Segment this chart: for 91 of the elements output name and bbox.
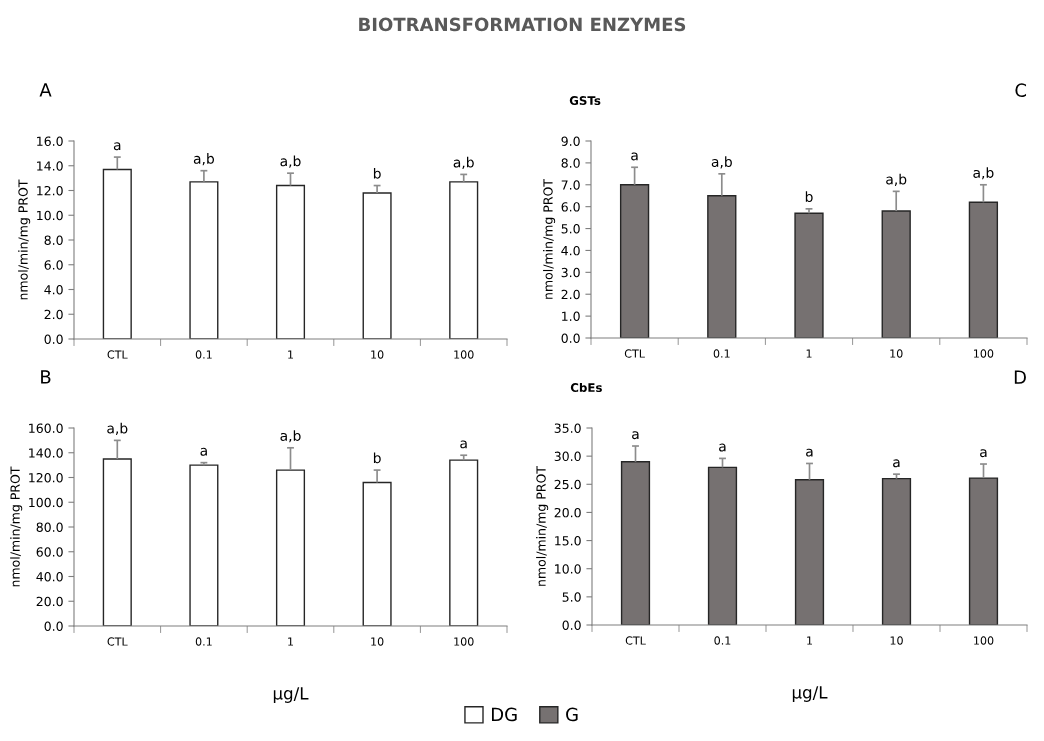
x-tick-label: 1	[288, 350, 294, 359]
y-axis-title: nmol/min/mg PROT	[543, 178, 556, 299]
y-tick-label: 8.0	[44, 235, 63, 245]
y-tick-label: 20.0	[36, 596, 63, 607]
x-tick-label: CTL	[107, 637, 128, 646]
y-tick-label: 5.0	[562, 592, 581, 602]
x-tick-label: 10	[371, 637, 384, 646]
annotation: b	[373, 452, 381, 464]
annotation: b	[805, 191, 813, 202]
x-tick-label: 0.1	[195, 350, 212, 359]
chart-title: GSTs	[569, 96, 601, 106]
text: B	[41, 370, 51, 384]
y-tick-label: 1.0	[562, 311, 580, 322]
y-tick-label: 80.0	[36, 522, 63, 532]
y-tick-label: 2.0	[561, 289, 580, 300]
text: BIOTRANSFORMATION ENZYMES	[359, 17, 686, 32]
y-tick-label: 5.0	[561, 224, 580, 234]
y-tick-label: 140.0	[29, 448, 63, 458]
annotation: a	[893, 459, 900, 468]
y-tick-label: 0.0	[561, 333, 580, 343]
y-tick-label: 160.0	[29, 423, 63, 433]
x-tick-label: 100	[974, 349, 994, 358]
y-tick-label: 10.0	[37, 210, 63, 221]
y-tick-label: 8.0	[561, 158, 580, 168]
y-tick-label: 16.0	[37, 136, 63, 146]
annotation: a	[719, 443, 726, 452]
x-tick-label: 1	[288, 637, 294, 646]
y-tick-label: 6.0	[561, 202, 580, 212]
text: A	[39, 83, 52, 97]
annotation: a,b	[193, 153, 215, 166]
annotation: a,b	[280, 155, 301, 168]
x-tick-label: 0.1	[195, 637, 212, 646]
x-tick-label: 100	[454, 637, 474, 646]
text: C	[1015, 83, 1027, 97]
annotation: a	[460, 440, 467, 449]
y-tick-label: 0.0	[44, 334, 63, 344]
x-tick-label: 10	[371, 350, 384, 359]
annotation: a,b	[973, 167, 994, 180]
y-tick-label: 25.0	[554, 479, 581, 490]
x-tick-label: 0.1	[714, 636, 731, 645]
y-tick-label: 0.0	[44, 621, 63, 631]
x-tick-label: 1	[807, 636, 813, 645]
y-axis-title: nmol/min/mg PROT	[18, 179, 31, 300]
x-tick-label: 0.1	[713, 349, 730, 358]
annotation: a,b	[280, 430, 301, 443]
y-tick-label: 0.0	[562, 620, 581, 630]
annotation: a,b	[107, 422, 128, 435]
x-axis-title: µg/L	[792, 686, 828, 702]
y-tick-label: 7.0	[561, 180, 580, 190]
annotation: a,b	[711, 156, 732, 169]
y-tick-label: 40.0	[36, 571, 63, 582]
annotation: a	[631, 152, 638, 161]
x-tick-label: CTL	[625, 636, 646, 645]
x-tick-label: 10	[890, 349, 903, 358]
y-tick-label: 100.0	[29, 497, 63, 508]
y-tick-label: 2.0	[44, 309, 63, 320]
x-tick-label: 1	[806, 349, 812, 358]
y-tick-label: 12.0	[37, 185, 63, 196]
annotation: a	[113, 142, 121, 151]
y-tick-label: 6.0	[44, 260, 63, 270]
y-tick-label: 30.0	[554, 451, 581, 462]
y-tick-label: 35.0	[554, 423, 581, 433]
y-tick-label: 15.0	[555, 536, 581, 546]
chart-title: CbEs	[570, 382, 602, 393]
y-axis-title: nmol/min/mg PROT	[10, 466, 23, 587]
x-tick-label: CTL	[624, 349, 645, 358]
y-tick-label: 4.0	[561, 245, 580, 256]
annotation: a	[200, 447, 207, 456]
y-axis-title: nmol/min/mg PROT	[536, 465, 549, 586]
x-tick-label: 100	[454, 350, 474, 359]
y-tick-label: 20.0	[554, 507, 581, 518]
annotation: b	[373, 167, 381, 179]
y-tick-label: 120.0	[29, 472, 63, 483]
x-tick-label: CTL	[107, 350, 128, 359]
annotation: a	[632, 431, 639, 440]
annotation: a	[980, 449, 987, 458]
y-tick-label: 3.0	[561, 267, 580, 278]
annotation: a	[806, 448, 813, 457]
y-tick-label: 14.0	[37, 161, 63, 171]
x-tick-label: 100	[974, 636, 994, 645]
text: D	[1014, 370, 1026, 384]
y-tick-label: 60.0	[36, 547, 63, 557]
annotation: a,b	[886, 173, 907, 186]
text: G	[566, 707, 578, 722]
x-tick-label: 10	[890, 636, 903, 645]
y-tick-label: 10.0	[555, 564, 581, 574]
x-axis-title: µg/L	[273, 687, 309, 703]
annotation: a,b	[453, 156, 474, 169]
y-tick-label: 4.0	[44, 284, 63, 295]
legend-label: DG	[492, 707, 517, 722]
y-tick-label: 9.0	[561, 136, 580, 146]
